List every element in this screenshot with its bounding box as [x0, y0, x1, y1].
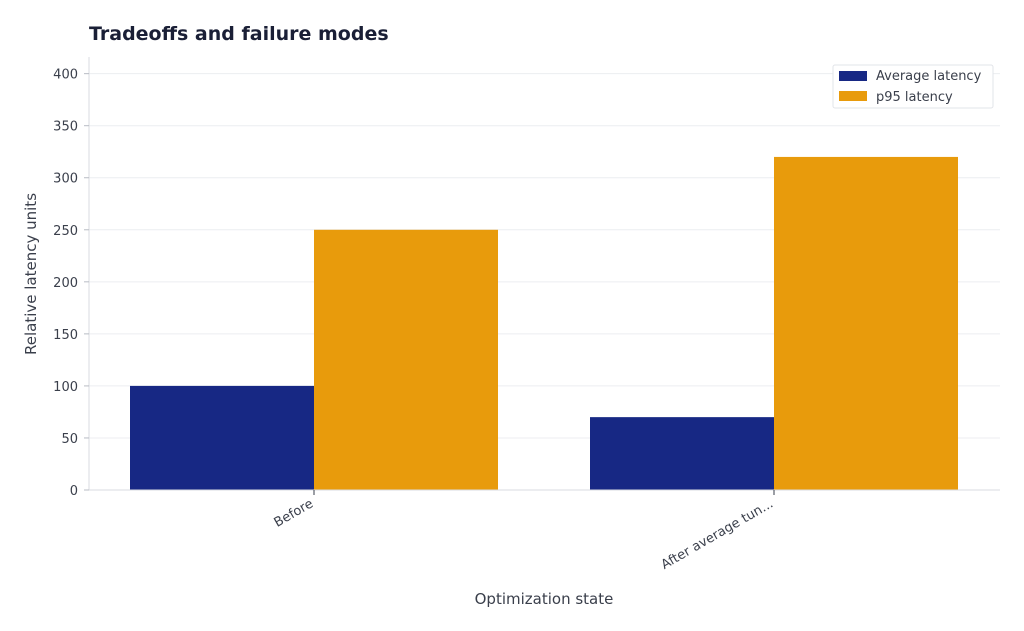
y-tick-label: 300: [53, 172, 78, 187]
x-tick-label: After average tun...: [659, 496, 776, 572]
legend-frame: [832, 64, 994, 109]
x-tick-label: Before: [272, 496, 316, 530]
bars: [130, 156, 958, 490]
y-tick-label: 100: [53, 380, 78, 395]
y-tick-label: 200: [53, 276, 78, 291]
bar-average-latency-1: [590, 417, 774, 490]
x-axis-label: Optimization state: [475, 590, 614, 608]
bar-p95-latency-0: [314, 229, 498, 490]
y-tick-label: 150: [53, 328, 78, 343]
x-ticks: Before After average tun...: [272, 490, 776, 573]
bar-p95-latency-1: [774, 156, 958, 490]
y-tick-label: 350: [53, 120, 78, 135]
bar-average-latency-0: [130, 385, 314, 490]
y-ticks: 0 50 100 150 200 250 300 350 400: [53, 68, 89, 499]
y-tick-label: 250: [53, 224, 78, 239]
legend: Average latency p95 latency: [832, 64, 994, 109]
legend-swatch-average-latency: [839, 71, 867, 81]
legend-label-average-latency: Average latency: [876, 69, 982, 84]
y-tick-label: 50: [61, 432, 78, 447]
y-tick-label: 400: [53, 68, 78, 83]
legend-label-p95-latency: p95 latency: [876, 90, 953, 105]
y-tick-label: 0: [70, 484, 78, 499]
chart-title: Tradeoffs and failure modes: [89, 23, 389, 45]
legend-swatch-p95-latency: [839, 91, 867, 101]
y-axis-label: Relative latency units: [22, 193, 40, 355]
